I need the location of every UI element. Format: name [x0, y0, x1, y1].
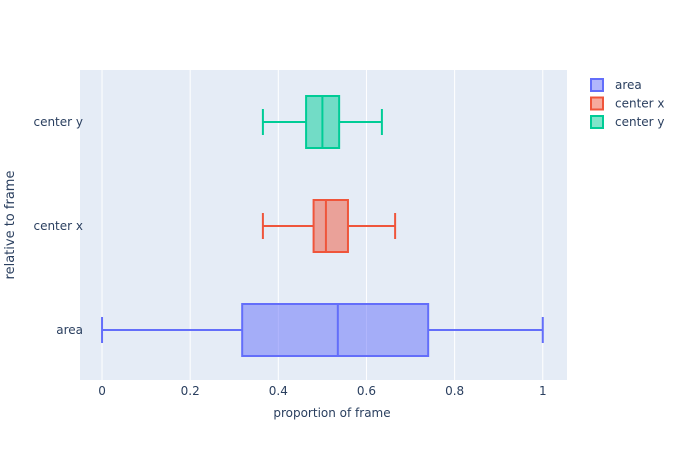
- legend-item-center-y[interactable]: center y: [590, 115, 665, 129]
- box-center-x: [261, 199, 397, 253]
- y-tick-label: center y: [33, 115, 83, 129]
- legend-item-area[interactable]: area: [590, 78, 642, 92]
- legend-swatch: [590, 78, 604, 92]
- iqr-box: [241, 303, 430, 357]
- legend-swatch: [590, 115, 604, 129]
- box-area: [101, 303, 544, 357]
- x-tick-label: 0: [98, 384, 106, 398]
- box-plots: [101, 95, 544, 357]
- y-tick-label: center x: [33, 219, 83, 233]
- y-tick-labels: area center x center y: [33, 115, 83, 337]
- legend-swatch: [590, 96, 604, 111]
- legend-item-center-x[interactable]: center x: [590, 96, 665, 111]
- x-tick-label: 1: [539, 384, 547, 398]
- y-axis-title: relative to frame: [3, 171, 18, 280]
- x-tick-label: 0.8: [445, 384, 464, 398]
- x-tick-label: 0.2: [181, 384, 200, 398]
- x-tick-label: 0.6: [357, 384, 376, 398]
- legend-label: center y: [615, 115, 665, 129]
- x-tick-labels: 0 0.2 0.4 0.6 0.8 1: [98, 384, 546, 398]
- legend-label: area: [615, 78, 642, 92]
- legend-label: center x: [615, 97, 665, 111]
- legend[interactable]: area center x center y: [590, 78, 665, 129]
- x-axis-title: proportion of frame: [273, 406, 390, 420]
- y-tick-label: area: [56, 323, 83, 337]
- box-center-y: [261, 95, 383, 149]
- x-tick-label: 0.4: [269, 384, 288, 398]
- iqr-box: [312, 199, 349, 253]
